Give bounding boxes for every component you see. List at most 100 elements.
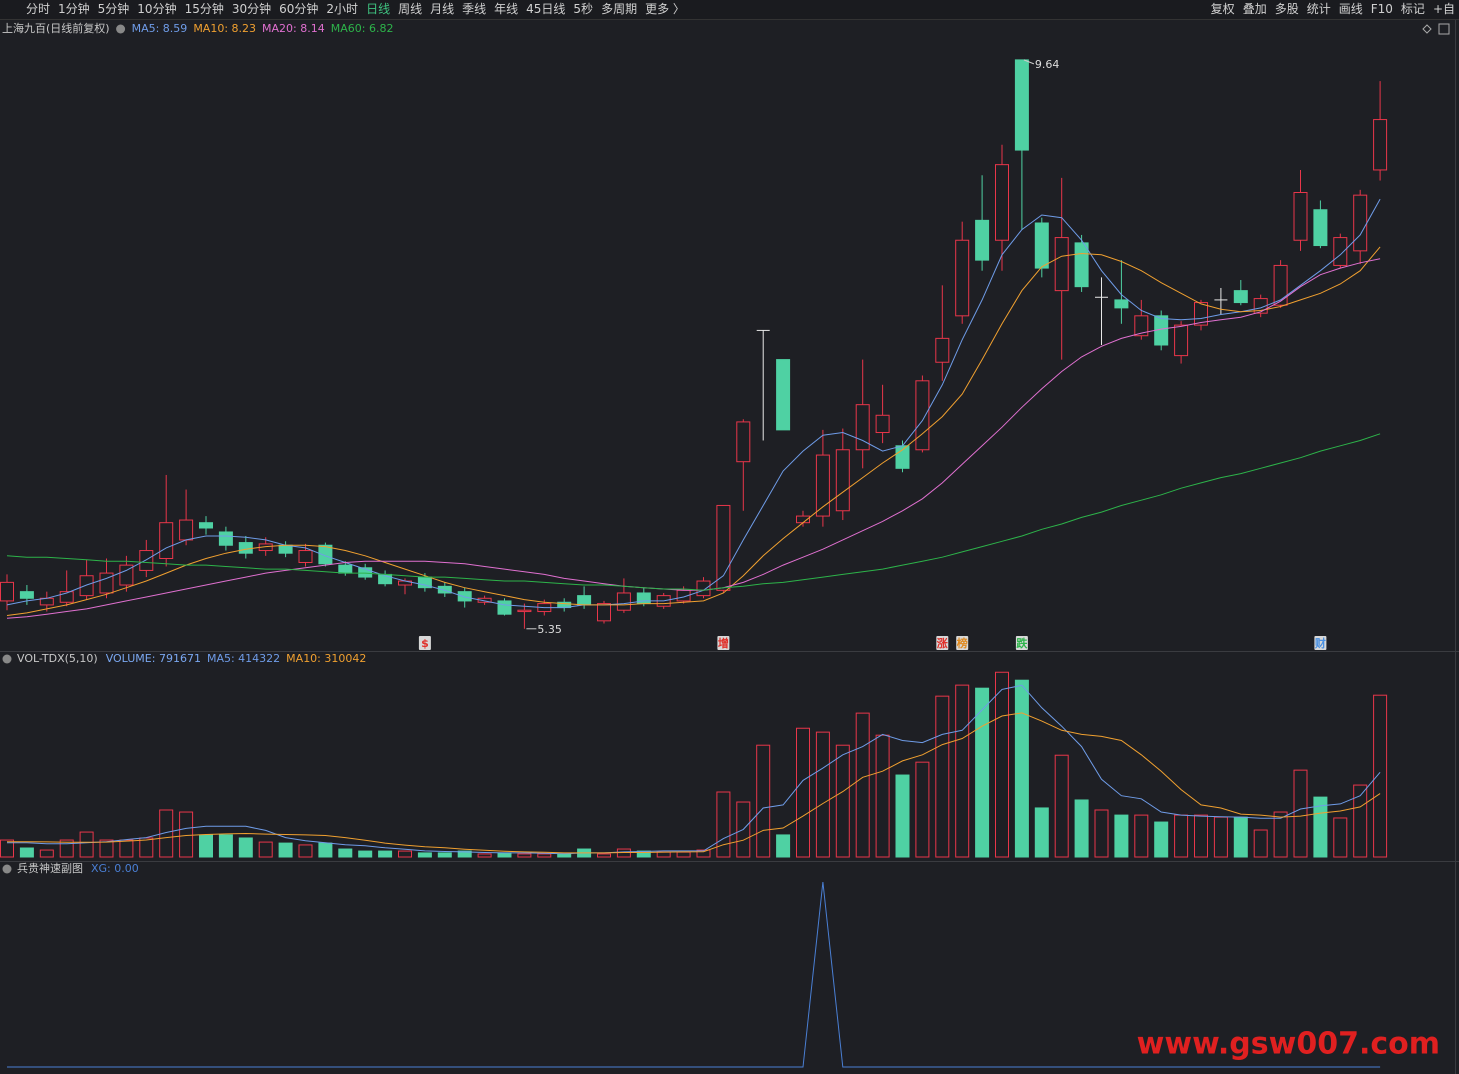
volume-bar — [815, 731, 830, 858]
panel-title: 上海九百(日线前复权) — [2, 21, 110, 35]
volume-bar — [597, 853, 611, 858]
line-series — [6, 258, 1381, 619]
tab[interactable]: 更多 〉 — [645, 2, 685, 16]
candle-body — [1174, 324, 1189, 357]
volume-bar — [517, 853, 532, 858]
volume-bar — [1353, 784, 1368, 858]
volume-bar — [1313, 796, 1328, 858]
legend-value: VOLUME: 791671 — [106, 652, 201, 665]
line-series — [6, 433, 1381, 591]
volume-bar — [776, 834, 791, 858]
toolbar: 分时 1分钟 5分钟 10分钟 15分钟 30分钟 60分钟 2小时 日线 周线 月线 季线 年线 45日… — [0, 0, 1459, 19]
candle-body — [1293, 192, 1308, 241]
candle-body — [835, 449, 850, 512]
legend-entry: MA5: 8.59 — [132, 22, 188, 35]
volume-bar — [358, 850, 373, 858]
panel-icon[interactable] — [1438, 23, 1450, 35]
volume-bar — [437, 852, 452, 858]
tab[interactable]: 画线 — [1338, 2, 1363, 16]
volume-bar — [696, 849, 711, 858]
candle-body — [338, 564, 353, 574]
tab[interactable]: 日线 — [366, 2, 391, 16]
tab[interactable]: 多股 — [1274, 2, 1299, 16]
tab[interactable]: +自 — [1432, 2, 1455, 16]
volume-bar — [39, 849, 54, 858]
volume-bar — [557, 853, 572, 858]
tab[interactable]: 10分钟 — [137, 2, 177, 16]
candle-body — [955, 239, 970, 317]
tab[interactable]: 15分钟 — [184, 2, 224, 16]
tab[interactable]: 复权 — [1210, 2, 1235, 16]
volume-bar — [1074, 799, 1089, 858]
volume-bar — [1034, 807, 1049, 858]
volume-bar — [159, 809, 174, 858]
volume-bar — [318, 842, 333, 858]
tab[interactable]: 30分钟 — [231, 2, 272, 16]
tab[interactable]: 年线 — [494, 2, 519, 16]
candle-body — [0, 581, 14, 602]
candle-body — [1134, 315, 1149, 337]
diamond-icon[interactable] — [1422, 24, 1432, 34]
panel-title: VOL-TDX(5,10) — [17, 652, 98, 665]
candle-body — [1313, 209, 1328, 247]
tab[interactable]: 统计 — [1306, 2, 1331, 16]
tool-tabs: 复权 叠加 多股 统计 画线 F10 标记 +自 — [1207, 0, 1459, 19]
volume-bar — [875, 734, 890, 858]
volume-bar — [1094, 809, 1109, 858]
tab[interactable]: 分时 — [26, 2, 51, 16]
volume-bar — [915, 761, 930, 858]
candle-body — [616, 592, 631, 611]
volume-bar — [19, 847, 34, 858]
candle-body — [1353, 194, 1368, 252]
volume-bar — [537, 853, 552, 858]
candle-body — [497, 600, 512, 615]
period-tabs: 分时 1分钟 5分钟 10分钟 15分钟 30分钟 60分钟 2小时 日线 周线 月线 季线 年线 45日… — [0, 0, 689, 19]
high-annotation: 9.64 — [1035, 58, 1060, 71]
candle-body — [1054, 237, 1069, 292]
candle-body — [736, 421, 751, 463]
candle-body — [218, 531, 233, 546]
volume-bar — [179, 811, 194, 858]
tab[interactable]: F10 — [1370, 2, 1393, 16]
tab[interactable]: 1分钟 — [58, 2, 90, 16]
tab[interactable]: 月线 — [430, 2, 455, 16]
tab[interactable]: 2小时 — [326, 2, 359, 16]
volume-bar — [1134, 814, 1149, 858]
candle-body — [19, 591, 34, 599]
volume-bar — [1054, 754, 1069, 858]
candle-body — [159, 522, 174, 560]
candle-body — [1233, 290, 1248, 304]
toggle-icon — [2, 654, 12, 664]
candle-body — [298, 550, 313, 563]
event-badge — [418, 636, 431, 650]
volume-bar — [835, 744, 850, 858]
volume-bar — [895, 774, 910, 858]
tab[interactable]: 60分钟 — [279, 2, 319, 16]
candle-body — [716, 504, 731, 591]
event-badge — [1314, 636, 1327, 650]
candle-body — [119, 564, 134, 586]
volume-bar — [955, 684, 970, 858]
watermark: www.gsw007.com — [1137, 1027, 1440, 1062]
tab[interactable]: 多周期 — [601, 2, 638, 16]
tab[interactable]: 叠加 — [1242, 2, 1267, 16]
tab[interactable]: 5分钟 — [97, 2, 130, 16]
tab[interactable]: 5秒 — [573, 2, 594, 16]
legend-entry: MA10: 8.23 — [193, 22, 256, 35]
legend-entry: MA60: 6.82 — [331, 22, 394, 35]
event-label: 增 — [718, 636, 729, 650]
volume-bar — [218, 834, 233, 858]
tab[interactable]: 标记 — [1400, 2, 1425, 16]
candle-body — [696, 580, 711, 597]
volume-bar — [0, 839, 14, 858]
event-badge — [1015, 636, 1028, 650]
volume-bar — [378, 850, 393, 858]
candle-body — [1194, 302, 1208, 326]
tab[interactable]: 季线 — [462, 2, 487, 16]
candle-body — [437, 585, 452, 594]
low-annotation: 5.35 — [537, 623, 562, 636]
tab[interactable]: 周线 — [398, 2, 423, 16]
volume-bar — [1333, 817, 1348, 858]
volume-bar — [1154, 821, 1169, 858]
tab[interactable]: 45日线 — [526, 2, 566, 16]
